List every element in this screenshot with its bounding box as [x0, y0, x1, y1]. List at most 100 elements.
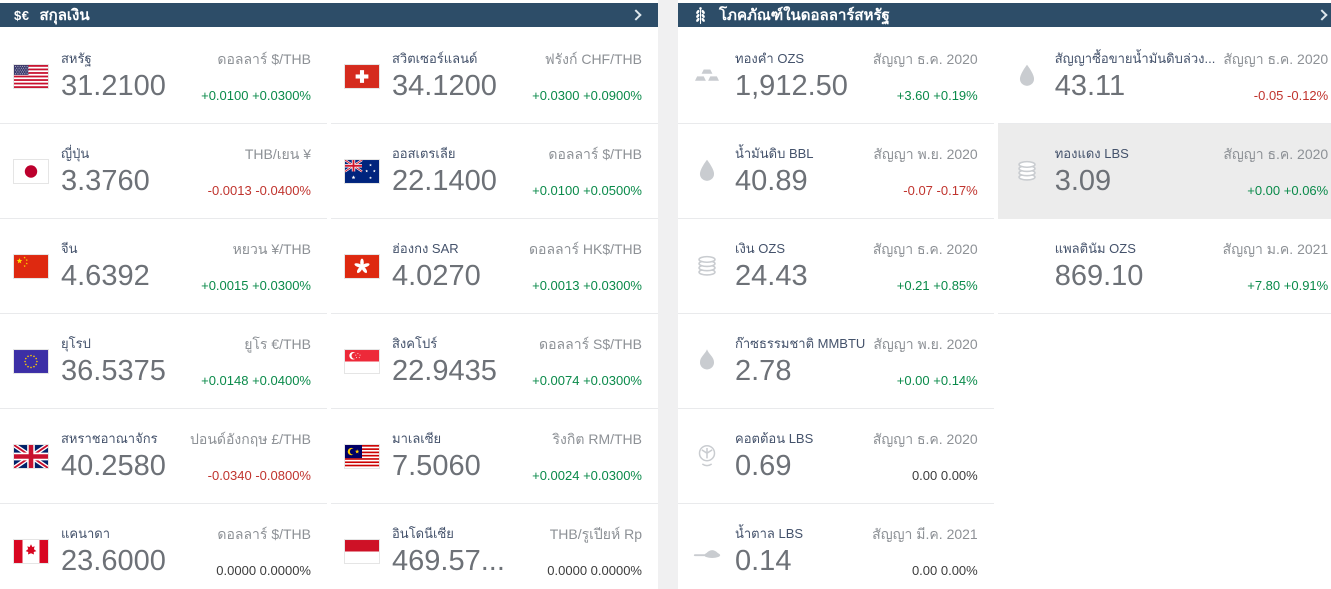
instrument-value: 22.1400: [392, 165, 497, 198]
card-side: ฟรังก์ CHF/THB +0.0300 +0.0900%: [524, 49, 642, 103]
oil-drop-icon: [692, 156, 722, 186]
commodity-card[interactable]: ทองคำ OZS 1,912.50 สัญญา ธ.ค. 2020 +3.60 +0…: [678, 29, 994, 124]
sugar-spoon-icon: [692, 536, 722, 566]
currency-card[interactable]: ฮ่องกง SAR 4.0270 ดอลลาร์ HK$/THB +0.0013 +…: [331, 219, 658, 314]
us-flag-icon: [14, 64, 48, 88]
change-value: +0.00 +0.06%: [1247, 183, 1329, 198]
my-flag-icon: [345, 444, 379, 468]
card-main: คอตต้อน LBS 0.69: [735, 428, 813, 483]
currency-card[interactable]: สหราชอาณาจักร 40.2580 ปอนด์อังกฤษ £/THB -0.…: [0, 409, 327, 504]
commodity-card[interactable]: ก๊าซธรรมชาติ MMBTU 2.78 สัญญา พ.ย. 2020 +0.…: [678, 314, 994, 409]
instrument-name: น้ำมันดิบ BBL: [735, 146, 814, 162]
commodity-card[interactable]: น้ำตาล LBS 0.14 สัญญา มี.ค. 2021 0.00 0.00%: [678, 504, 994, 589]
currency-card[interactable]: สหรัฐ 31.2100 ดอลลาร์ $/THB +0.0100 +0.0300…: [0, 29, 327, 124]
commodities-header[interactable]: โภคภัณฑ์ในดอลลาร์สหรัฐ: [678, 3, 1331, 27]
card-main: สหรัฐ 31.2100: [61, 48, 166, 103]
instrument-value: 4.6392: [61, 260, 150, 293]
instrument-name: แคนาดา: [61, 526, 111, 542]
change-value: +0.0013 +0.0300%: [532, 278, 642, 293]
card-main: น้ำตาล LBS 0.14: [735, 523, 803, 578]
instrument-value: 2.78: [735, 355, 792, 388]
commodity-card[interactable]: ทองแดง LBS 3.09 สัญญา ธ.ค. 2020 +0.00 +0.06…: [997, 124, 1331, 219]
card-side: สัญญา ธ.ค. 2020 -0.05 -0.12%: [1215, 49, 1328, 103]
instrument-name: สวิตเซอร์แลนด์: [392, 51, 478, 67]
card-side: ดอลลาร์ $/THB +0.0100 +0.0300%: [193, 49, 311, 103]
card-side: ปอนด์อังกฤษ £/THB -0.0340 -0.0800%: [182, 429, 311, 483]
currencies-header[interactable]: $€ สกุลเงิน: [0, 3, 658, 27]
commodity-card[interactable]: คอตต้อน LBS 0.69 สัญญา ธ.ค. 2020 0.00 0.00%: [678, 409, 994, 504]
card-side: สัญญา พ.ย. 2020 +0.00 +0.14%: [865, 334, 977, 388]
instrument-value: 1,912.50: [735, 70, 848, 103]
instrument-name: สหรัฐ: [61, 51, 92, 67]
card-main: ยุโรป 36.5375: [61, 333, 166, 388]
pair-label: THB/เยน ¥: [244, 146, 311, 162]
pair-label: ปอนด์อังกฤษ £/THB: [190, 431, 311, 447]
change-value: +3.60 +0.19%: [896, 88, 978, 103]
instrument-name: ทองคำ OZS: [735, 51, 805, 67]
instrument-name: คอตต้อน LBS: [735, 431, 814, 447]
currency-card[interactable]: จีน 4.6392 หยวน ¥/THB +0.0015 +0.0300%: [0, 219, 327, 314]
change-value: +0.0024 +0.0300%: [532, 468, 642, 483]
instrument-value: 40.89: [735, 165, 808, 198]
contract-label: สัญญา ธ.ค. 2020: [872, 431, 978, 447]
pair-label: ดอลลาร์ $/THB: [548, 146, 642, 162]
instrument-name: ทองแดง LBS: [1054, 146, 1129, 162]
card-main: ทองแดง LBS 3.09: [1055, 143, 1129, 198]
card-side: ดอลลาร์ $/THB +0.0100 +0.0500%: [524, 144, 642, 198]
contract-label: สัญญา พ.ย. 2020: [873, 146, 978, 162]
pair-label: ยูโร €/THB: [244, 336, 311, 352]
card-main: แพลตินัม OZS 869.10: [1055, 238, 1144, 293]
commodity-card[interactable]: น้ำมันดิบ BBL 40.89 สัญญา พ.ย. 2020 -0.07 -…: [678, 124, 994, 219]
currencies-panel: $€ สกุลเงิน สหรัฐ 31.2100 ดอลลาร์ $/THB +0.…: [0, 0, 658, 589]
instrument-name: มาเลเซีย: [392, 431, 442, 447]
instrument-name: ก๊าซธรรมชาติ MMBTU: [735, 336, 866, 352]
instrument-value: 43.11: [1054, 70, 1126, 103]
card-main: แคนาดา 23.6000: [61, 523, 166, 578]
card-main: ญี่ปุ่น 3.3760: [61, 143, 150, 198]
currency-card[interactable]: ออสเตรเลีย 22.1400 ดอลลาร์ $/THB +0.0100 +0…: [331, 124, 658, 219]
currency-card[interactable]: มาเลเซีย 7.5060 ริงกิต RM/THB +0.0024 +0.03…: [331, 409, 658, 504]
instrument-value: 0.14: [735, 545, 792, 578]
wheat-icon: [692, 6, 709, 25]
instrument-value: 31.2100: [61, 70, 166, 103]
instrument-value: 34.1200: [392, 70, 497, 103]
currency-card[interactable]: สวิตเซอร์แลนด์ 34.1200 ฟรังก์ CHF/THB +0.03…: [331, 29, 658, 124]
cn-flag-icon: [14, 254, 48, 278]
currencies-column-1: สหรัฐ 31.2100 ดอลลาร์ $/THB +0.0100 +0.0300…: [0, 29, 327, 589]
flame-icon: [692, 346, 722, 376]
pair-label: ดอลลาร์ S$/THB: [539, 336, 642, 352]
card-main: สวิตเซอร์แลนด์ 34.1200: [392, 48, 497, 103]
instrument-name: ฮ่องกง SAR: [392, 241, 459, 257]
card-main: สิงคโปร์ 22.9435: [392, 333, 497, 388]
card-main: อินโดนีเซีย 469.57...: [392, 523, 505, 578]
change-value: +0.0015 +0.0300%: [201, 278, 311, 293]
instrument-name: น้ำตาล LBS: [735, 526, 804, 542]
currency-card[interactable]: อินโดนีเซีย 469.57... THB/รูเปียห์ Rp 0.000…: [331, 504, 658, 589]
currency-card[interactable]: ยุโรป 36.5375 ยูโร €/THB +0.0148 +0.0400%: [0, 314, 327, 409]
commodity-card[interactable]: แพลตินัม OZS 869.10 สัญญา ม.ค. 2021 +7.80 +…: [997, 219, 1331, 314]
icon-placeholder: [1012, 251, 1042, 281]
instrument-name: อินโดนีเซีย: [392, 526, 454, 542]
instrument-value: 36.5375: [61, 355, 166, 388]
chevron-right-icon[interactable]: [630, 9, 642, 21]
commodity-card[interactable]: สัญญาซื้อขายน้ำมันดิบล่วง... 43.11 สัญญา ธ…: [997, 29, 1331, 124]
currency-card[interactable]: แคนาดา 23.6000 ดอลลาร์ $/THB 0.0000 0.0000%: [0, 504, 327, 589]
hk-flag-icon: [345, 254, 379, 278]
instrument-value: 0.69: [735, 450, 792, 483]
currencies-column-2: สวิตเซอร์แลนด์ 34.1200 ฟรังก์ CHF/THB +0.03…: [331, 29, 658, 589]
contract-label: สัญญา ธ.ค. 2020: [872, 51, 978, 67]
instrument-value: 7.5060: [392, 450, 481, 483]
pair-label: ดอลลาร์ $/THB: [217, 51, 311, 67]
commodity-card[interactable]: เงิน OZS 24.43 สัญญา ธ.ค. 2020 +0.21 +0.85%: [678, 219, 994, 314]
instrument-value: 4.0270: [392, 260, 481, 293]
oil-drop-icon: [1012, 61, 1042, 91]
pair-label: THB/รูเปียห์ Rp: [549, 526, 642, 542]
pair-label: ฟรังก์ CHF/THB: [544, 51, 642, 67]
instrument-name: ญี่ปุ่น: [61, 146, 90, 162]
contract-label: สัญญา พ.ย. 2020: [873, 336, 978, 352]
currency-card[interactable]: สิงคโปร์ 22.9435 ดอลลาร์ S$/THB +0.0074 +0.…: [331, 314, 658, 409]
change-value: +0.0100 +0.0500%: [532, 183, 642, 198]
currency-card[interactable]: ญี่ปุ่น 3.3760 THB/เยน ¥ -0.0013 -0.0400%: [0, 124, 327, 219]
chevron-right-icon[interactable]: [1316, 9, 1328, 21]
change-value: +0.0300 +0.0900%: [532, 88, 642, 103]
